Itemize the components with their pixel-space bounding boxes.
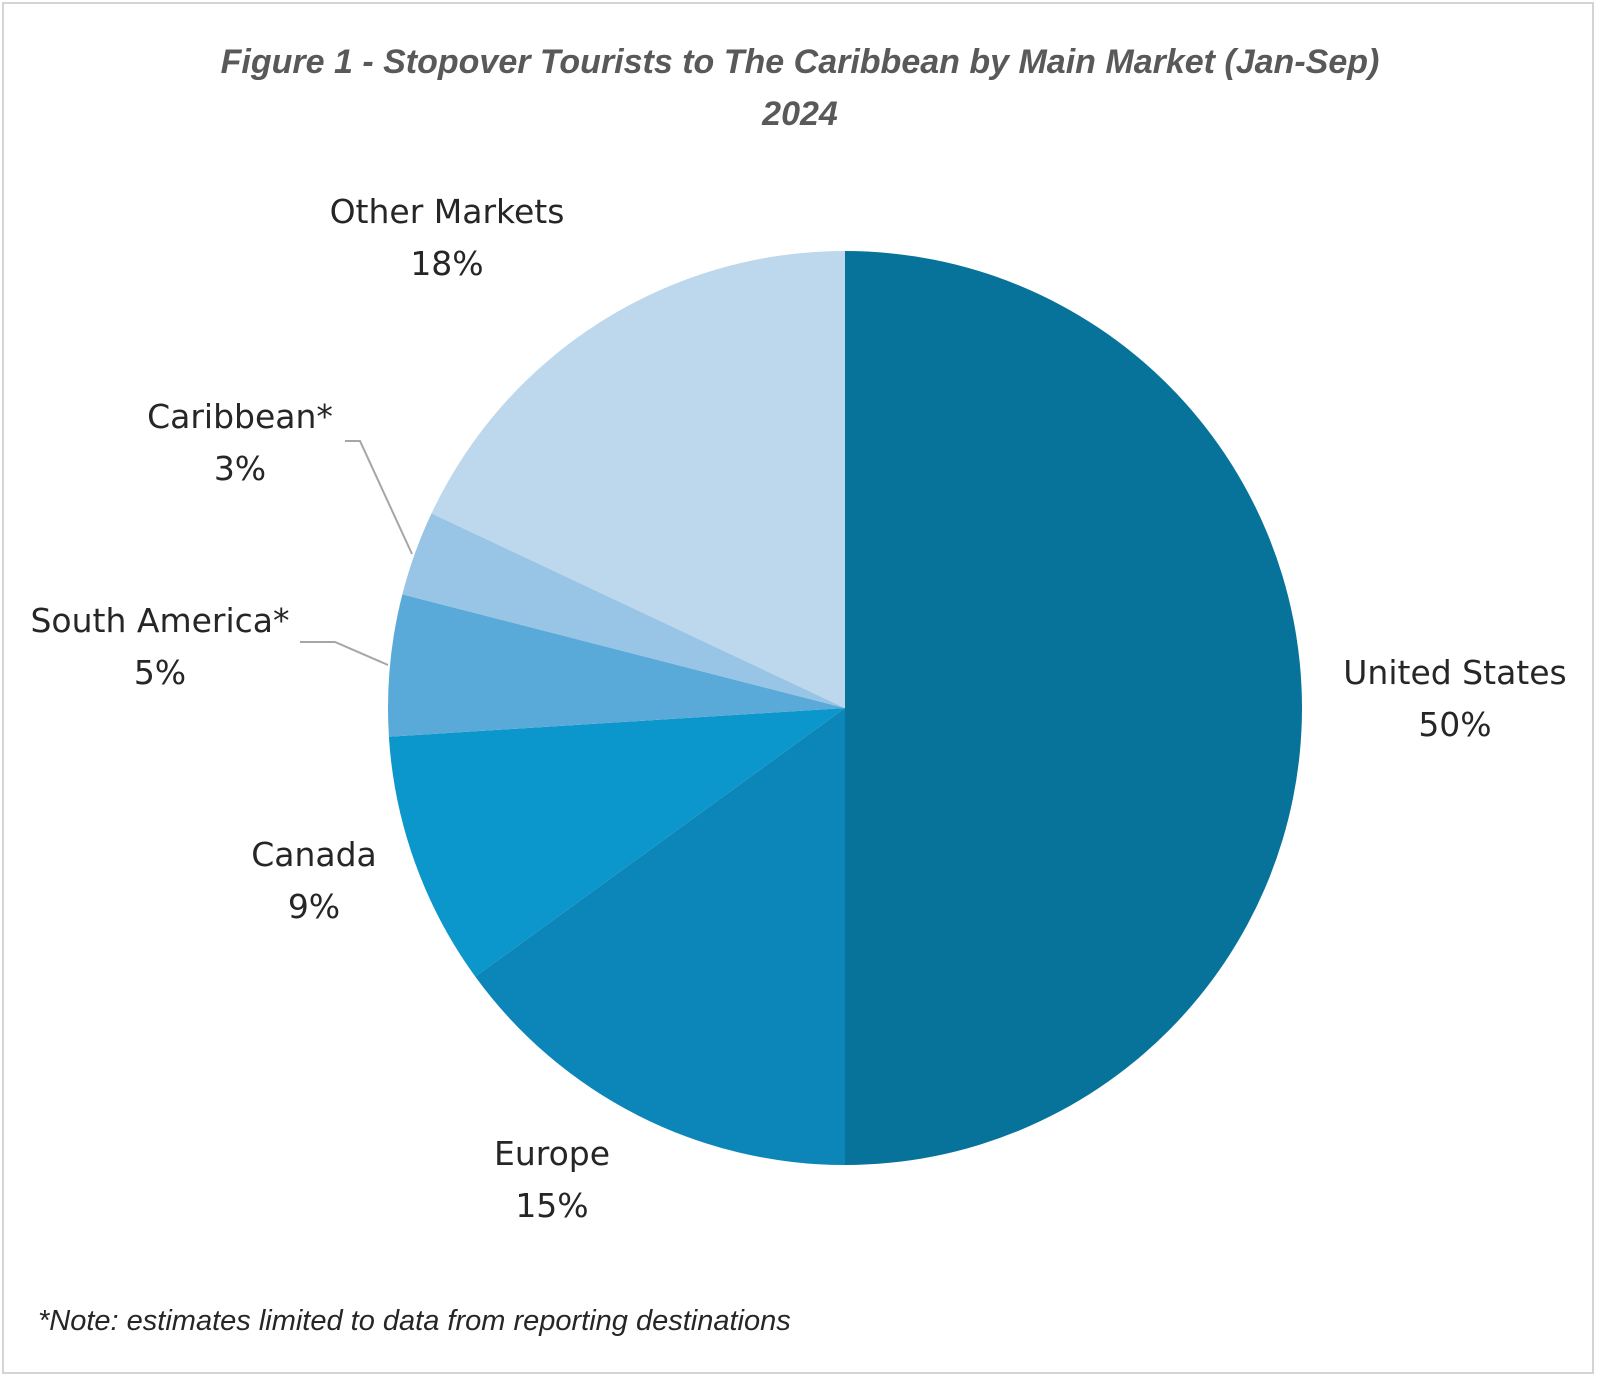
pie-slice-canada <box>388 708 845 977</box>
pie-slice-europe <box>475 708 845 1165</box>
slice-label: Other Markets 18% <box>330 192 565 283</box>
chart-title: Figure 1 - Stopover Tourists to The Cari… <box>0 36 1600 140</box>
slice-label-name: Caribbean* <box>147 397 333 436</box>
pie-slice-south-america <box>387 594 845 737</box>
slice-label-name: Other Markets <box>330 192 565 231</box>
slice-label-value: 18% <box>410 244 483 283</box>
slice-label: South America* 5% <box>30 601 289 692</box>
slice-label-name: South America* <box>30 601 289 640</box>
slice-label-value: 50% <box>1418 705 1491 744</box>
leader-lines <box>300 440 413 666</box>
pie-slices <box>387 251 1302 1165</box>
slice-label-name: Canada <box>251 835 377 874</box>
slice-label-value: 3% <box>214 449 266 488</box>
chart-title-line2: 2024 <box>762 95 838 133</box>
slice-label-name: United States <box>1343 653 1566 692</box>
slice-label-name: Europe <box>494 1134 610 1173</box>
slice-label-value: 5% <box>134 653 186 692</box>
slice-label: United States 50% <box>1343 653 1566 744</box>
pie-slice-other-markets <box>431 251 845 708</box>
leader-line <box>300 641 389 666</box>
slice-label: Canada 9% <box>251 835 377 926</box>
slice-labels: United States 50% Europe 15% Canada 9% South A… <box>30 192 1566 1225</box>
chart-note: *Note: estimates limited to data from re… <box>38 1305 791 1337</box>
pie-slice-united-states <box>845 251 1302 1165</box>
slice-label: Europe 15% <box>494 1134 610 1225</box>
chart-title-line1: Figure 1 - Stopover Tourists to The Cari… <box>220 43 1380 81</box>
leader-line <box>345 440 413 555</box>
slice-label: Caribbean* 3% <box>147 397 333 488</box>
slice-label-value: 9% <box>288 887 340 926</box>
pie-slice-caribbean <box>402 513 845 708</box>
slice-label-value: 15% <box>515 1186 588 1225</box>
